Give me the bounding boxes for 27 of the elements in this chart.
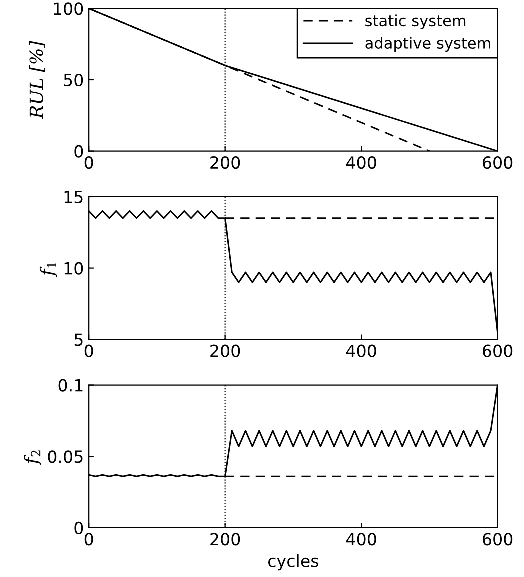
x-axis-title: cycles xyxy=(268,554,319,571)
y-tick-label: 10 xyxy=(64,262,84,275)
x-tick-label: 0 xyxy=(84,533,94,546)
x-tick-label: 0 xyxy=(84,156,94,170)
y-tick-label: 5 xyxy=(74,334,83,346)
y-tick-label: 100 xyxy=(54,2,84,16)
legend-label: adaptive system xyxy=(366,37,490,52)
legend-label: static system xyxy=(366,14,466,30)
x-tick-label: 0 xyxy=(84,344,94,358)
y-tick-label: 0 xyxy=(74,522,84,535)
x-tick-label: 400 xyxy=(346,533,376,546)
y-tick-label: 0.1 xyxy=(58,379,83,392)
x-tick-label: 600 xyxy=(483,533,513,546)
x-tick-label: 200 xyxy=(210,533,240,546)
x-tick-label: 600 xyxy=(483,156,513,170)
y-axis-title: f$_{2}$ xyxy=(24,450,42,466)
y-axis-title: f$_{1}$ xyxy=(40,262,58,278)
x-tick-label: 400 xyxy=(346,156,376,170)
y-axis-title: RUL [%] xyxy=(29,41,46,120)
y-tick-label: 0 xyxy=(74,145,84,158)
y-tick-label: 0.05 xyxy=(48,450,83,464)
x-tick-label: 400 xyxy=(346,344,376,358)
x-tick-label: 200 xyxy=(210,156,240,170)
x-tick-label: 200 xyxy=(210,344,240,358)
y-tick-label: 50 xyxy=(64,74,84,87)
x-tick-label: 600 xyxy=(483,344,513,358)
y-tick-label: 15 xyxy=(64,191,83,204)
